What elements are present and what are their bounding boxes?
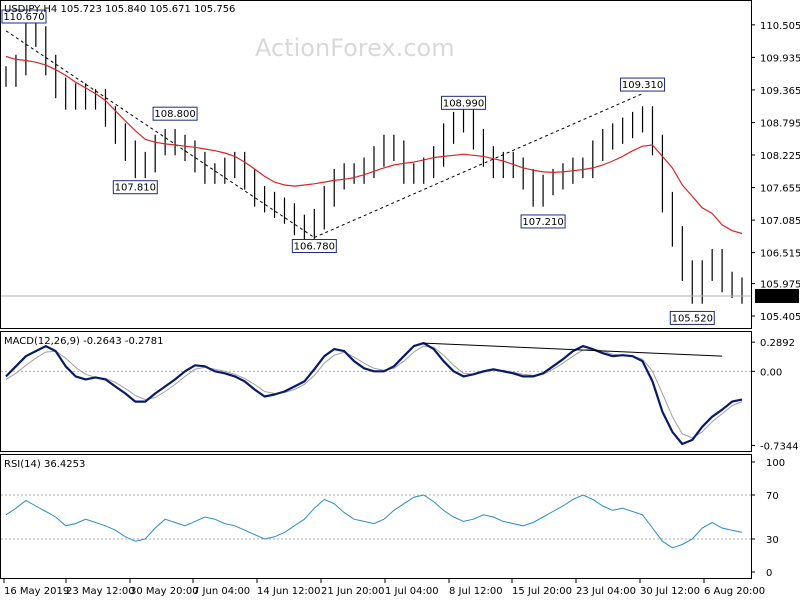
price-y-tick-label: 109.365 xyxy=(760,86,800,97)
rsi-y-tick-label: 30 xyxy=(766,535,779,546)
axis-layer: 110.505 109.935 109.365 108.795 108.225 107.6… xyxy=(3,21,800,597)
rsi-y-tick-label: 100 xyxy=(766,458,785,469)
rsi-panel xyxy=(0,454,752,579)
x-tick-label: 14 Jun 12:00 xyxy=(257,586,321,597)
last-price-badge: 105.756 xyxy=(755,288,799,303)
watermark: ActionForex.com xyxy=(255,34,455,62)
price-y-tick-label: 108.225 xyxy=(760,151,800,162)
annotation-label: 108.990 xyxy=(443,98,484,109)
price-annotation: 106.780 xyxy=(291,239,337,254)
macd-trendline-0 xyxy=(423,342,723,357)
macd-title: MACD(12,26,9) -0.2643 -0.2781 xyxy=(4,336,164,347)
x-tick-label: 7 Jun 04:00 xyxy=(193,586,250,597)
x-tick-label: 16 May 2019 xyxy=(4,586,69,597)
price-trendline-0 xyxy=(5,30,315,238)
rsi-layer xyxy=(1,494,751,549)
x-tick-label: 1 Jul 04:00 xyxy=(385,586,439,597)
x-tick-label: 23 Jul 04:00 xyxy=(576,586,636,597)
x-tick-label: 8 Jul 12:00 xyxy=(449,586,503,597)
annotation-label: 109.310 xyxy=(622,80,663,91)
rsi-y-tick-label: 0 xyxy=(766,568,772,579)
price-panel xyxy=(0,0,752,329)
price-annotation: 105.520 xyxy=(669,310,715,325)
annotation-box xyxy=(620,77,666,92)
annotation-label: 107.810 xyxy=(115,183,156,194)
price-moving-average-line xyxy=(5,55,743,235)
x-tick-label: 21 Jun 20:00 xyxy=(321,586,385,597)
macd-y-tick-label: 0.00 xyxy=(760,367,782,378)
macd-panel xyxy=(0,331,752,452)
annotation-label: 105.520 xyxy=(672,313,713,324)
x-tick-label: 30 May 20:00 xyxy=(130,586,199,597)
annotation-label: 108.800 xyxy=(154,109,195,120)
price-y-tick-label: 105.975 xyxy=(760,279,800,290)
annotation-label: 106.780 xyxy=(294,242,335,253)
macd-layer xyxy=(1,342,751,446)
annotation-box xyxy=(669,310,715,325)
macd-y-tick-label: -0.7344 xyxy=(760,441,799,452)
price-annotation: 108.800 xyxy=(152,106,198,121)
macd-line xyxy=(5,342,743,446)
price-y-tick-label: 110.505 xyxy=(760,21,800,32)
annotation-box xyxy=(441,95,487,110)
x-tick-label: 30 Jul 12:00 xyxy=(640,586,700,597)
price-y-tick-label: 105.405 xyxy=(760,312,800,323)
price-y-tick-label: 108.795 xyxy=(760,118,800,129)
macd-signal-line xyxy=(5,345,743,439)
x-tick-label: 23 May 12:00 xyxy=(66,586,135,597)
annotation-box xyxy=(1,9,47,24)
price-title: USDJPY,H4 105.723 105.840 105.671 105.75… xyxy=(4,4,235,15)
x-tick-label: 6 Aug 20:00 xyxy=(704,586,765,597)
annotation-box xyxy=(291,239,337,254)
price-annotation: 107.810 xyxy=(112,180,158,195)
annotation-box xyxy=(520,214,566,229)
price-annotation: 109.310 xyxy=(620,77,666,92)
price-annotation: 108.990 xyxy=(441,95,487,110)
price-y-tick-label: 106.515 xyxy=(760,249,800,260)
annotation-box xyxy=(152,106,198,121)
price-y-tick-label: 109.935 xyxy=(760,53,800,64)
macd-y-tick-label: 0.2892 xyxy=(760,338,795,349)
price-layer: 110.670 108.800 107.810 106.780 108.990 107.2… xyxy=(1,9,751,325)
price-y-tick-label: 107.655 xyxy=(760,184,800,195)
annotation-label: 110.670 xyxy=(3,12,44,23)
x-tick-label: 15 Jul 20:00 xyxy=(512,586,572,597)
rsi-title: RSI(14) 36.4253 xyxy=(4,459,85,470)
rsi-y-tick-label: 70 xyxy=(766,491,779,502)
price-annotation: 107.210 xyxy=(520,214,566,229)
last-price-text: 105.756 xyxy=(758,292,799,303)
annotation-label: 107.210 xyxy=(522,217,563,228)
price-y-tick-label: 107.085 xyxy=(760,216,800,227)
price-annotation: 110.670 xyxy=(1,9,47,24)
last-price-box xyxy=(755,288,799,303)
annotation-box xyxy=(112,180,158,195)
rsi-line xyxy=(5,494,743,549)
